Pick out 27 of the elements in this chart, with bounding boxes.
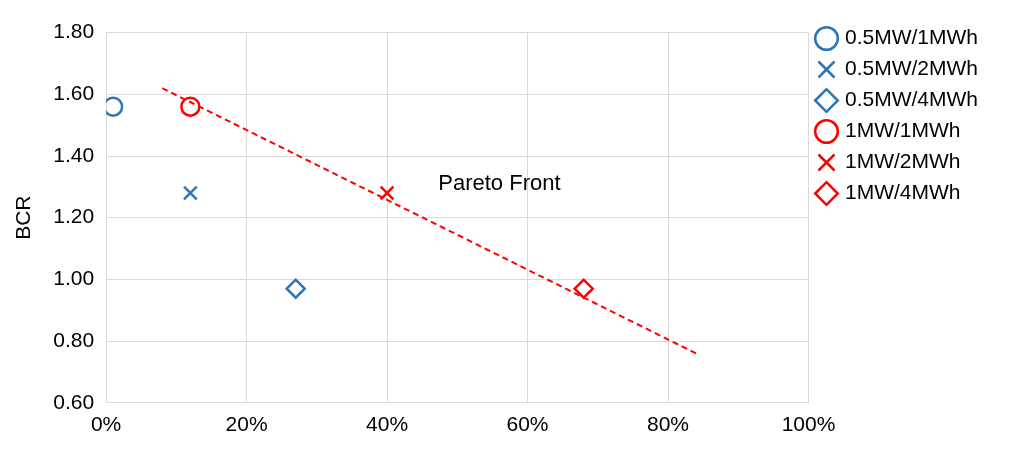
x-tick-label: 20%	[225, 412, 268, 436]
point	[180, 96, 201, 117]
point	[106, 96, 124, 117]
legend-label: 1MW/4MWh	[844, 180, 961, 204]
x-tick-label: 60%	[506, 412, 549, 436]
x-tick-label: 100%	[781, 412, 836, 436]
x-tick-label: 80%	[646, 412, 690, 436]
annotation: Pareto Front	[438, 170, 561, 196]
legend-label: 0.5MW/1MWh	[844, 25, 978, 49]
y-tick-label: 1.60	[53, 81, 95, 105]
y-tick-label: 1.80	[53, 19, 95, 43]
x-tick-label: 40%	[366, 412, 409, 436]
y-axis-title: BCR	[11, 195, 35, 240]
y-tick-label: 1.40	[53, 142, 95, 166]
point	[379, 185, 395, 201]
point	[573, 278, 594, 299]
y-tick-label: 1.00	[53, 266, 95, 290]
y-tick-label: 0.80	[53, 327, 95, 351]
legend-label: 1MW/2MWh	[844, 149, 961, 173]
x-tick-label: 0%	[90, 412, 122, 436]
legend-label: 0.5MW/4MWh	[844, 87, 978, 111]
legend-label: 1MW/1MWh	[844, 118, 961, 142]
point	[182, 185, 198, 201]
legend-label: 0.5MW/2MWh	[844, 56, 978, 80]
y-tick-label: 1.20	[53, 204, 95, 228]
point	[285, 278, 306, 299]
y-tick-label: 0.60	[53, 389, 95, 413]
